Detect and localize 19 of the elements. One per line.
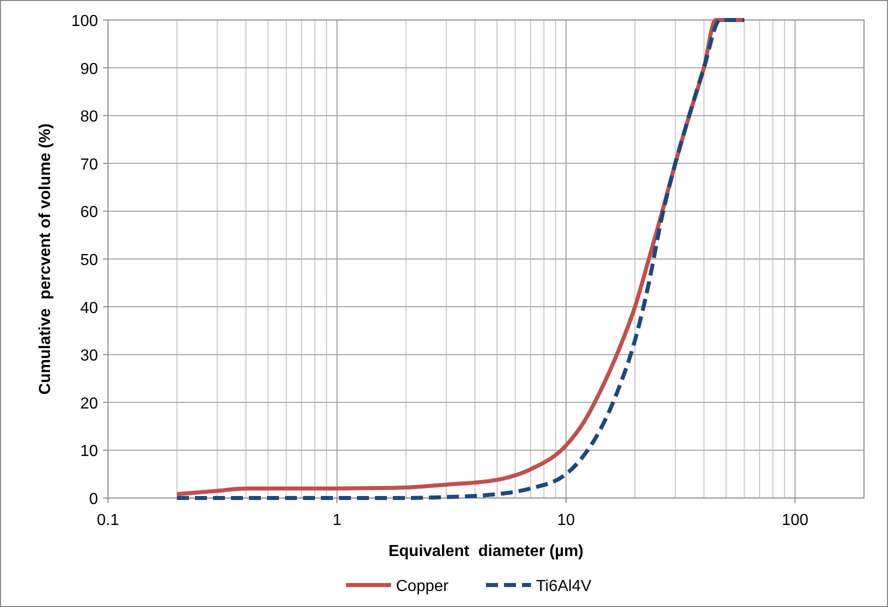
y-tick-label: 40 bbox=[80, 300, 98, 317]
y-tick-label: 10 bbox=[80, 443, 98, 460]
x-tick-label: 10 bbox=[557, 512, 576, 529]
legend-label: Copper bbox=[396, 578, 450, 595]
y-tick-label: 0 bbox=[89, 491, 98, 508]
x-tick-label: 0.1 bbox=[96, 512, 120, 529]
y-axis-title: Cumulative percvent of volume (%) bbox=[37, 123, 54, 395]
y-tick-label: 90 bbox=[80, 60, 98, 78]
y-tick-label: 80 bbox=[80, 108, 98, 126]
y-tick-label: 60 bbox=[80, 204, 98, 222]
x-axis-title: Equivalent diameter (µm) bbox=[388, 543, 584, 560]
y-tick-label: 20 bbox=[80, 395, 98, 412]
y-tick-label: 100 bbox=[71, 13, 98, 30]
y-tick-label: 50 bbox=[80, 252, 98, 269]
y-tick-label: 30 bbox=[80, 348, 98, 365]
legend-label: Ti6Al4V bbox=[536, 578, 592, 595]
x-tick-label: 1 bbox=[332, 512, 342, 529]
x-tick-label: 100 bbox=[782, 512, 809, 529]
y-tick-label: 70 bbox=[80, 156, 98, 174]
